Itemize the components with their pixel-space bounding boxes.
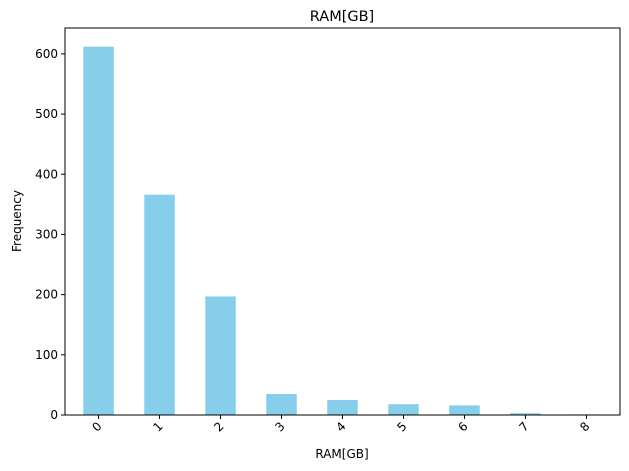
chart-title: RAM[GB] <box>310 9 374 25</box>
bar-3 <box>266 393 297 415</box>
y-tick-label: 400 <box>35 167 58 181</box>
y-axis-ticks: 0 100 200 300 400 500 600 <box>35 47 65 422</box>
x-tick-label: 0 <box>89 419 104 434</box>
x-axis-ticks: 0 1 2 3 4 5 6 7 8 <box>89 415 593 435</box>
bar-1 <box>144 194 175 415</box>
y-tick-label: 200 <box>35 288 58 302</box>
x-tick-label: 7 <box>516 419 531 434</box>
plot-frame <box>64 27 621 416</box>
bar-6 <box>449 405 480 415</box>
y-tick-label: 300 <box>35 227 58 241</box>
x-tick-label: 5 <box>394 419 409 434</box>
x-tick-label: 4 <box>333 419 348 434</box>
x-tick-label: 1 <box>150 419 165 434</box>
x-tick-label: 3 <box>272 419 287 434</box>
bar-0 <box>83 46 114 416</box>
x-axis-label: RAM[GB] <box>315 447 368 461</box>
y-tick-label: 500 <box>35 107 58 121</box>
bar-2 <box>205 296 236 415</box>
y-tick-label: 600 <box>35 47 58 61</box>
bar-4 <box>327 399 358 415</box>
bar-5 <box>388 404 419 415</box>
x-tick-label: 6 <box>455 419 470 434</box>
y-tick-label: 100 <box>35 348 58 362</box>
x-tick-label: 2 <box>211 419 226 434</box>
bar-7 <box>510 413 541 415</box>
x-tick-label: 8 <box>577 419 592 434</box>
y-axis-label: Frequency <box>10 190 24 252</box>
bars <box>83 46 602 416</box>
y-tick-label: 0 <box>50 408 58 422</box>
